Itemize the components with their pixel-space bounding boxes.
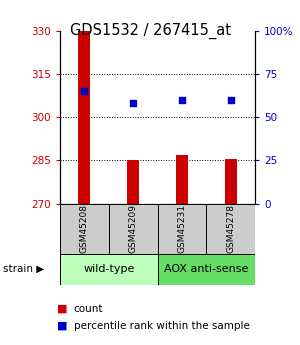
Text: GDS1532 / 267415_at: GDS1532 / 267415_at	[70, 22, 230, 39]
Text: GSM45209: GSM45209	[129, 204, 138, 253]
Bar	[109, 204, 158, 254]
Text: ■: ■	[57, 304, 68, 314]
Bar	[127, 160, 139, 204]
Bar	[60, 254, 158, 285]
Bar	[158, 204, 206, 254]
Text: percentile rank within the sample: percentile rank within the sample	[74, 321, 249, 331]
Text: AOX anti-sense: AOX anti-sense	[164, 264, 248, 274]
Point	[82, 89, 87, 94]
Point	[131, 101, 136, 106]
Point	[179, 97, 184, 103]
Bar	[78, 31, 91, 204]
Bar	[176, 155, 188, 204]
Text: GSM45231: GSM45231	[177, 204, 186, 253]
Text: GSM45208: GSM45208	[80, 204, 89, 253]
Text: GSM45278: GSM45278	[226, 204, 235, 253]
Bar	[206, 204, 255, 254]
Bar	[60, 204, 109, 254]
Bar	[224, 159, 237, 204]
Text: count: count	[74, 304, 103, 314]
Bar	[158, 254, 255, 285]
Text: ■: ■	[57, 321, 68, 331]
Point	[228, 97, 233, 103]
Text: strain ▶: strain ▶	[3, 264, 44, 274]
Text: wild-type: wild-type	[83, 264, 134, 274]
